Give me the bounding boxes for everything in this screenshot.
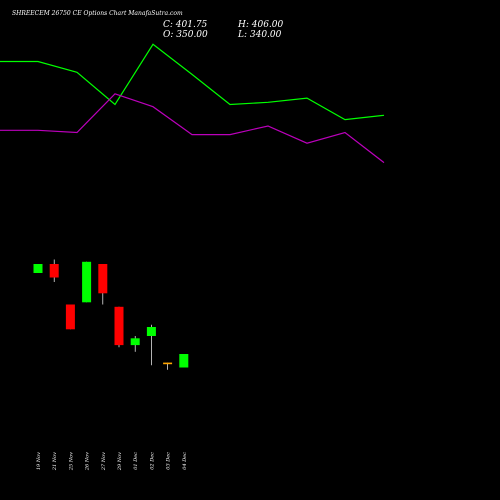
candle-body bbox=[65, 304, 75, 330]
candle-body bbox=[33, 264, 43, 273]
close-value: C: 401.75 bbox=[163, 20, 208, 30]
x-tick-label: 01 Dec bbox=[133, 452, 139, 470]
candle-26-nov bbox=[82, 261, 92, 303]
candle-body bbox=[179, 354, 189, 368]
candle-04-dec bbox=[179, 354, 189, 368]
x-tick-label: 25 Nov bbox=[68, 452, 74, 471]
x-tick-label: 21 Nov bbox=[52, 452, 58, 471]
candle-03-dec bbox=[163, 362, 173, 370]
x-tick-label: 27 Nov bbox=[101, 452, 107, 471]
open-value: O: 350.00 bbox=[163, 30, 208, 40]
candle-02-dec bbox=[146, 324, 156, 366]
candle-body bbox=[146, 327, 156, 336]
overlay-lines bbox=[0, 43, 385, 164]
candlesticks bbox=[33, 259, 189, 370]
x-tick-label: 04 Dec bbox=[182, 452, 188, 470]
overlay-line-2 bbox=[0, 93, 385, 164]
candle-body bbox=[49, 264, 59, 278]
candle-body bbox=[163, 362, 173, 365]
high-value: H: 406.00 bbox=[237, 20, 284, 30]
candle-25-nov bbox=[65, 304, 75, 330]
candle-body bbox=[114, 306, 124, 346]
x-axis-ticks: 19 Nov 21 Nov 25 Nov 26 Nov 27 Nov 29 Nov 01 D… bbox=[36, 452, 188, 471]
overlay-line-1 bbox=[0, 43, 385, 121]
low-value: L: 340.00 bbox=[237, 30, 282, 40]
candle-body bbox=[98, 264, 108, 294]
x-tick-label: 19 Nov bbox=[36, 452, 42, 470]
x-tick-label: 29 Nov bbox=[117, 452, 123, 471]
chart-title: SHREECEM 26750 CE Options Chart ManafaSu… bbox=[12, 10, 183, 17]
candle-body bbox=[82, 261, 92, 303]
candle-01-dec bbox=[130, 336, 140, 352]
candle-19-nov bbox=[33, 264, 43, 273]
candle-body bbox=[130, 338, 140, 346]
x-tick-label: 03 Dec bbox=[166, 452, 172, 470]
candle-29-nov bbox=[114, 306, 124, 348]
x-tick-label: 02 Dec bbox=[149, 452, 155, 470]
x-tick-label: 26 Nov bbox=[85, 452, 91, 471]
candle-21-nov bbox=[49, 259, 59, 282]
candle-27-nov bbox=[98, 264, 108, 305]
